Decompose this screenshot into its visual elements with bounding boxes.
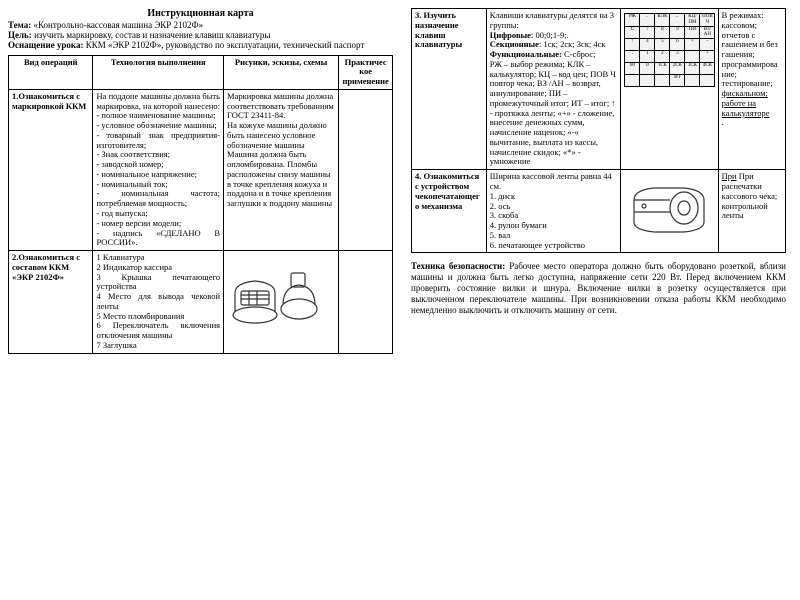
left-table: Вид операций Технология выполнения Рисун… bbox=[8, 55, 393, 354]
h2: Технология выполнения bbox=[93, 55, 224, 89]
r3c4: В режимах: кассовом; отчетов с гашением … bbox=[718, 9, 785, 170]
row4: 4. Ознакомиться с устройством чекопечата… bbox=[412, 170, 786, 253]
key: ИТ bbox=[670, 75, 685, 87]
key: 7 bbox=[640, 26, 655, 39]
r4c4-u: При bbox=[722, 171, 737, 181]
equip-label: Оснащение урока: bbox=[8, 40, 83, 50]
r1c1: 1.Ознакомиться с маркировкой ККМ bbox=[9, 89, 93, 250]
goal-text: изучить маркировку, состав и назначение … bbox=[34, 30, 270, 40]
r2c2: 1 Клавиатура 2 Индикатор кассира 3 Крышк… bbox=[93, 251, 224, 354]
r3c2b: Цифровые bbox=[490, 30, 531, 40]
equip-text: ККМ «ЭКР 2102Ф», руководство по эксплуат… bbox=[86, 40, 365, 50]
r3c2a: Клавиши клавиатуры делятся на 3 группы: bbox=[490, 10, 614, 30]
key: + bbox=[700, 51, 715, 63]
key bbox=[625, 75, 640, 87]
doc-title: Инструкционная карта bbox=[8, 8, 393, 20]
key: ВЗ/АН bbox=[700, 26, 715, 39]
key: КЛК bbox=[655, 14, 670, 27]
r2c3 bbox=[224, 251, 339, 354]
key: КЦ/ПМ bbox=[685, 14, 700, 27]
r1c4 bbox=[339, 89, 393, 250]
key: 4 bbox=[640, 39, 655, 51]
r2c4 bbox=[339, 251, 393, 354]
key: 1СК bbox=[655, 63, 670, 75]
key bbox=[685, 75, 700, 87]
key bbox=[700, 75, 715, 87]
key bbox=[640, 75, 655, 87]
topic-label: Тема: bbox=[8, 20, 31, 30]
r1c3: Маркировка машины должна соответствовать… bbox=[224, 89, 339, 250]
row1: 1.Ознакомиться с маркировкой ККМ На подд… bbox=[9, 89, 393, 250]
key: . bbox=[625, 51, 640, 63]
r2c1-title: 2.Ознакомиться с составом ККМ «ЭКР 2102Ф… bbox=[12, 252, 80, 282]
r3c1: 3. Изучить назначение клавиш клавиатуры bbox=[412, 9, 487, 170]
key: ПИ bbox=[685, 26, 700, 39]
key: ← bbox=[670, 14, 685, 27]
key: 4СК bbox=[700, 63, 715, 75]
key: ПОВ Ч bbox=[700, 14, 715, 27]
goal-label: Цель: bbox=[8, 30, 32, 40]
safety-label: Техника безопасности: bbox=[411, 261, 505, 271]
goal-line: Цель: изучить маркировку, состав и назна… bbox=[8, 30, 393, 40]
r3c2b-t: : 00;0;1-9;. bbox=[531, 30, 569, 40]
key: 3СК bbox=[685, 63, 700, 75]
h4: Практическое применение bbox=[339, 55, 393, 89]
r3c2c: Секционные bbox=[490, 39, 539, 49]
key: 3 bbox=[670, 51, 685, 63]
r4c4: При При распечатки кассового чека; контр… bbox=[718, 170, 785, 253]
r3c4-u2: работе на bbox=[722, 98, 756, 108]
r3c2d-t: С-сброс; РЖ – выбор режима; КЛК – кальку… bbox=[490, 49, 616, 166]
header-row: Вид операций Технология выполнения Рисун… bbox=[9, 55, 393, 89]
r3c2d: Функциональные: bbox=[490, 49, 562, 59]
key: ↑ bbox=[625, 39, 640, 51]
h1: Вид операций bbox=[9, 55, 93, 89]
topic-text: «Контрольно-кассовая машина ЭКР 2102Ф» bbox=[33, 20, 203, 30]
key bbox=[655, 75, 670, 87]
cash-register-icon bbox=[227, 253, 327, 333]
r2c1: 2.Ознакомиться с составом ККМ «ЭКР 2102Ф… bbox=[9, 251, 93, 354]
keyboard-icon: РЖ←КЛК←КЦ/ПМПОВ ЧС789ПИВЗ/АН↑456×-.123+0… bbox=[624, 13, 715, 87]
r1c2: На поддоне машины должна быть маркировка… bbox=[93, 89, 224, 250]
key: 0 bbox=[640, 63, 655, 75]
r4c1: 4. Ознакомиться с устройством чекопечата… bbox=[412, 170, 487, 253]
key bbox=[685, 51, 700, 63]
key: 1 bbox=[640, 51, 655, 63]
key: 2СК bbox=[670, 63, 685, 75]
key: 5 bbox=[655, 39, 670, 51]
right-table: 3. Изучить назначение клавиш клавиатуры … bbox=[411, 8, 786, 253]
printer-mechanism-icon bbox=[624, 172, 714, 242]
r3c4-u1: фискальном; bbox=[722, 88, 768, 98]
topic-line: Тема: «Контрольно-кассовая машина ЭКР 21… bbox=[8, 20, 393, 30]
r3c2: Клавиши клавиатуры делятся на 3 группы: … bbox=[486, 9, 621, 170]
r4c1-title: 4. Ознакомиться с устройством чекопечата… bbox=[415, 171, 480, 210]
left-page: Инструкционная карта Тема: «Контрольно-к… bbox=[8, 8, 393, 592]
r3c1-title: 3. Изучить назначение клавиш клавиатуры bbox=[415, 10, 462, 49]
h3: Рисунки, эскизы, схемы bbox=[224, 55, 339, 89]
safety-block: Техника безопасности: Рабочее место опер… bbox=[411, 261, 786, 315]
row2: 2.Ознакомиться с составом ККМ «ЭКР 2102Ф… bbox=[9, 251, 393, 354]
key: 8 bbox=[655, 26, 670, 39]
r3c4-u3: калькуляторе bbox=[722, 108, 770, 118]
r3c4-t: В режимах: кассовом; отчетов с гашением … bbox=[722, 10, 778, 88]
key: × bbox=[685, 39, 700, 51]
key: 6 bbox=[670, 39, 685, 51]
key: РЖ bbox=[625, 14, 640, 27]
key: 00 bbox=[625, 63, 640, 75]
key: ← bbox=[640, 14, 655, 27]
r3c2c-t: : 1ск; 2ск; 3ск; 4ск bbox=[539, 39, 606, 49]
row3: 3. Изучить назначение клавиш клавиатуры … bbox=[412, 9, 786, 170]
r1c1-title: 1.Ознакомиться с маркировкой ККМ bbox=[12, 91, 86, 111]
r3c3: РЖ←КЛК←КЦ/ПМПОВ ЧС789ПИВЗ/АН↑456×-.123+0… bbox=[621, 9, 718, 170]
right-page: 3. Изучить назначение клавиш клавиатуры … bbox=[411, 8, 786, 592]
key: 2 bbox=[655, 51, 670, 63]
r4c3 bbox=[621, 170, 718, 253]
key: 9 bbox=[670, 26, 685, 39]
r4c2: Ширина кассовой ленты равна 44 см. 1. ди… bbox=[486, 170, 621, 253]
equip-line: Оснащение урока: ККМ «ЭКР 2102Ф», руково… bbox=[8, 40, 393, 50]
key: С bbox=[625, 26, 640, 39]
key: - bbox=[700, 39, 715, 51]
header-block: Инструкционная карта Тема: «Контрольно-к… bbox=[8, 8, 393, 51]
